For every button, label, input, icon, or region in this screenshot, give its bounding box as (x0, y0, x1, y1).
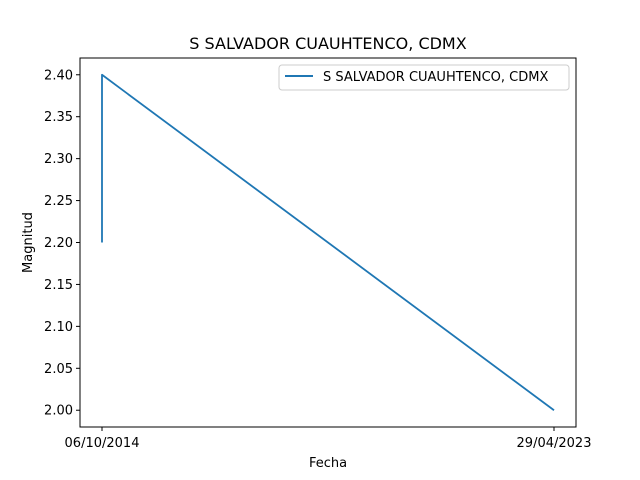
y-tick-label: 2.40 (44, 68, 73, 83)
x-axis-label: Fecha (309, 456, 347, 471)
y-tick-label: 2.15 (44, 278, 73, 293)
series-line (101, 73, 555, 411)
y-tick-label: 2.25 (44, 194, 73, 209)
legend: S SALVADOR CUAUHTENCO, CDMX (278, 64, 570, 91)
y-tick-label: 2.35 (44, 110, 73, 125)
x-tick-label: 06/10/2014 (65, 436, 140, 451)
legend-box (278, 64, 570, 91)
legend-label: S SALVADOR CUAUHTENCO, CDMX (323, 70, 548, 85)
series-layer (101, 73, 555, 411)
y-tick-label: 2.20 (44, 236, 73, 251)
plot-frame (79, 57, 577, 428)
y-tick-label: 2.30 (44, 152, 73, 167)
y-axis-ticks: 2.00 2.05 2.10 2.15 2.20 2.25 2.30 2.35 2.40 (44, 68, 80, 419)
y-tick-label: 2.10 (44, 320, 73, 335)
y-tick-label: 2.00 (44, 404, 73, 419)
y-axis-label: Magnitud (21, 212, 36, 273)
x-axis-ticks: 06/10/2014 29/04/2023 (65, 427, 592, 451)
x-tick-label: 29/04/2023 (517, 436, 592, 451)
chart-title: S SALVADOR CUAUHTENCO, CDMX (189, 34, 466, 53)
y-tick-label: 2.05 (44, 362, 73, 377)
